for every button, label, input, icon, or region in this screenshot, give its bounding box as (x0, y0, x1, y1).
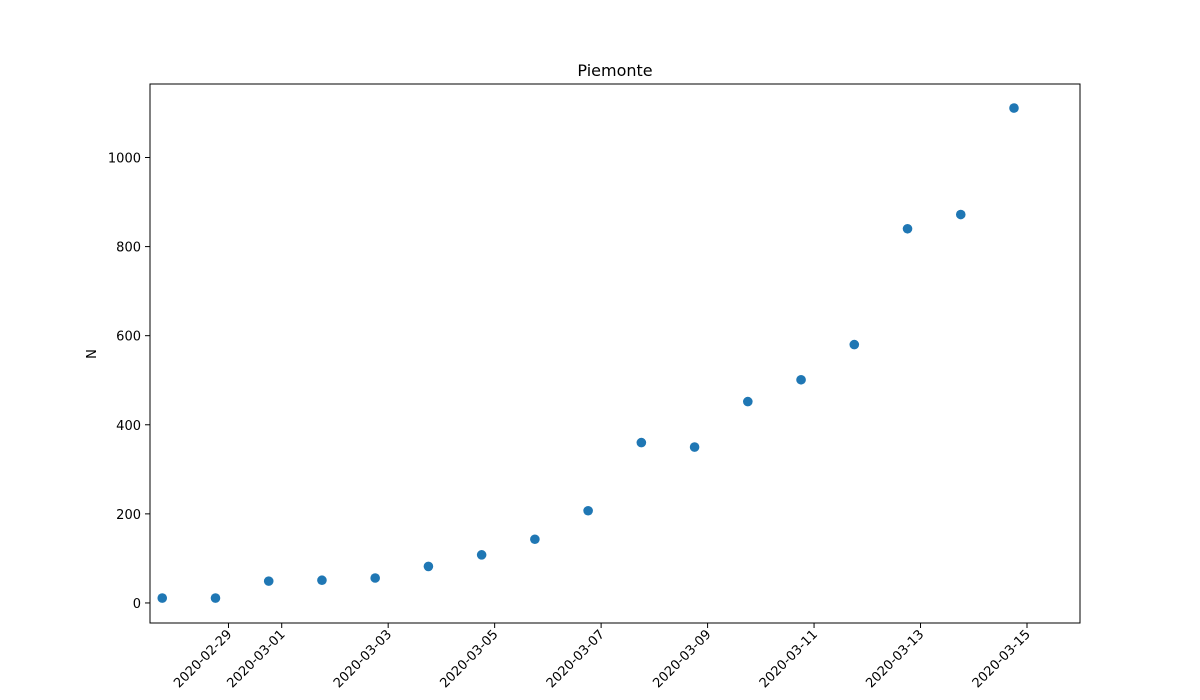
data-point (849, 339, 860, 350)
data-point (636, 437, 647, 448)
chart-title: Piemonte (577, 61, 652, 80)
y-tick-label: 0 (133, 597, 141, 612)
data-point (902, 223, 913, 234)
y-tick-label: 800 (116, 241, 141, 256)
data-point (317, 575, 327, 586)
data-points (157, 103, 1019, 603)
y-tick-label: 600 (116, 330, 141, 345)
data-point (423, 561, 434, 572)
y-tick-label: 1000 (108, 152, 141, 167)
data-point (1009, 103, 1019, 113)
data-point (476, 550, 487, 560)
data-point (689, 442, 700, 452)
data-point (530, 534, 540, 545)
y-axis-label: N (85, 349, 100, 359)
data-point (210, 593, 221, 603)
data-point (370, 573, 380, 583)
y-tick-label: 200 (116, 508, 141, 523)
data-point (796, 374, 806, 385)
data-point (157, 593, 168, 603)
data-point (263, 576, 274, 586)
y-axis: 0 200 400 600 800 1000 (108, 152, 150, 612)
data-point (583, 505, 593, 516)
y-tick-label: 400 (116, 419, 141, 434)
data-point (955, 209, 966, 220)
data-point (743, 396, 753, 407)
plot-area-frame (149, 83, 1081, 624)
